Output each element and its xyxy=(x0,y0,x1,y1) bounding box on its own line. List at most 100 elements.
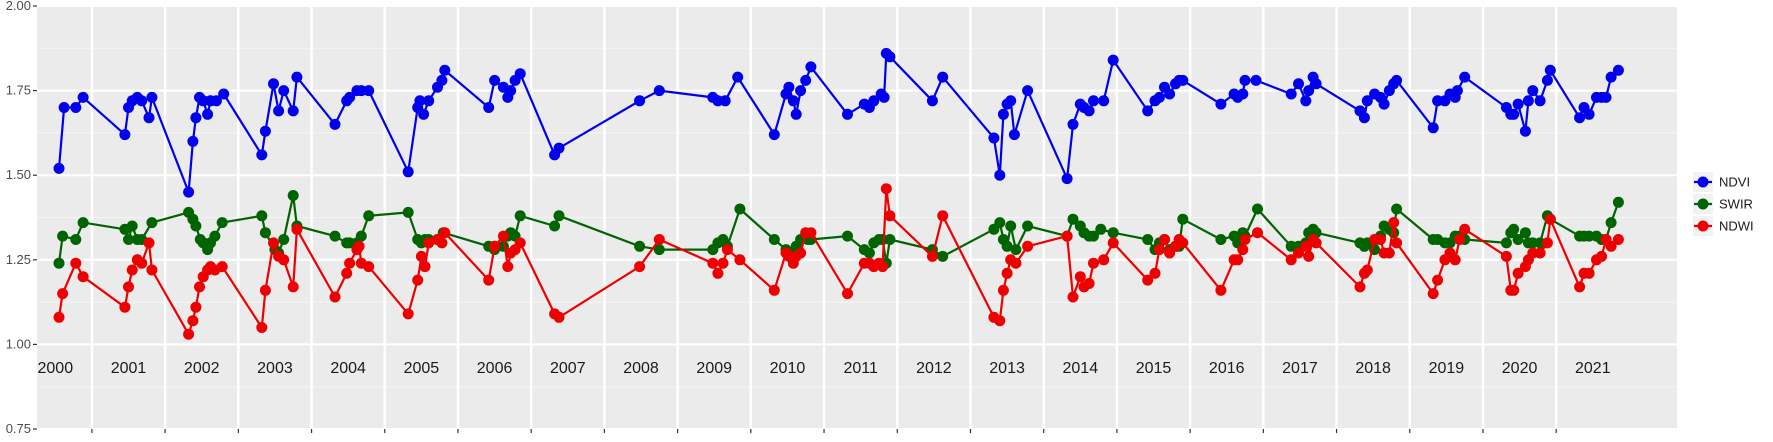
data-point-ndvi xyxy=(143,112,155,124)
data-point-ndwi xyxy=(553,311,565,323)
data-point-ndwi xyxy=(1083,278,1095,289)
data-point-ndvi xyxy=(70,102,82,113)
data-point-ndvi xyxy=(1005,95,1017,107)
data-point-ndvi xyxy=(732,71,744,83)
data-point-ndwi xyxy=(329,291,341,303)
data-point-swir xyxy=(123,234,134,245)
data-point-ndvi xyxy=(805,61,817,73)
data-point-ndvi xyxy=(634,95,646,107)
data-point-ndvi xyxy=(183,186,195,198)
data-point-ndvi xyxy=(1451,85,1463,97)
data-point-ndwi xyxy=(1001,267,1013,279)
data-point-ndwi xyxy=(1232,254,1244,266)
data-point-ndwi xyxy=(937,210,949,222)
data-point-ndwi xyxy=(880,183,892,195)
data-point-ndwi xyxy=(291,223,303,235)
data-point-ndwi xyxy=(412,274,424,286)
data-point-ndvi xyxy=(926,95,938,107)
data-point-swir xyxy=(634,240,646,252)
year-label: 2013 xyxy=(989,360,1025,377)
legend-label: NDVI xyxy=(1719,175,1750,190)
data-point-ndvi xyxy=(218,88,230,100)
data-point-ndvi xyxy=(800,74,812,86)
data-point-ndvi xyxy=(1164,88,1176,100)
data-point-swir xyxy=(1605,217,1617,229)
data-point-ndvi xyxy=(1605,71,1617,83)
data-point-ndwi xyxy=(1239,234,1251,245)
data-point-ndwi xyxy=(268,237,279,249)
data-point-ndwi xyxy=(183,328,195,340)
data-point-swir xyxy=(1177,213,1189,225)
data-point-ndwi xyxy=(1596,250,1608,262)
data-point-ndvi xyxy=(1250,74,1262,86)
legend-marker xyxy=(1697,176,1709,188)
data-point-ndvi xyxy=(937,71,949,83)
data-point-ndwi xyxy=(884,210,896,222)
data-point-ndwi xyxy=(344,257,356,269)
data-point-swir xyxy=(1500,237,1512,249)
data-point-ndvi xyxy=(287,105,299,117)
data-point-ndvi xyxy=(1612,64,1624,76)
data-point-ndvi xyxy=(790,108,802,120)
data-point-ndvi xyxy=(1008,129,1020,141)
data-point-ndwi xyxy=(634,261,646,273)
data-point-ndvi xyxy=(514,68,526,80)
data-point-swir xyxy=(259,227,271,239)
data-point-ndwi xyxy=(1534,247,1546,259)
data-point-ndvi xyxy=(1300,95,1312,107)
data-point-ndwi xyxy=(1022,240,1034,252)
data-point-ndwi xyxy=(278,254,290,266)
data-point-ndvi xyxy=(1519,125,1531,137)
data-point-ndwi xyxy=(402,308,414,320)
year-label: 2021 xyxy=(1575,360,1611,377)
data-point-swir xyxy=(884,234,896,245)
data-point-ndvi xyxy=(994,169,1006,181)
data-point-ndwi xyxy=(136,257,148,269)
data-point-swir xyxy=(57,230,69,242)
data-point-ndvi xyxy=(1541,74,1553,86)
data-point-swir xyxy=(278,234,290,245)
x-axis-ticks xyxy=(91,429,1557,433)
data-point-ndvi xyxy=(1574,112,1586,124)
data-point-ndvi xyxy=(1303,85,1315,97)
data-point-ndvi xyxy=(418,108,430,120)
y-tick-label: 2.00 xyxy=(6,0,31,13)
data-point-ndwi xyxy=(259,284,271,296)
data-point-ndwi xyxy=(363,261,375,273)
data-point-ndvi xyxy=(190,112,202,124)
data-point-ndvi xyxy=(329,118,341,130)
data-point-swir xyxy=(1022,220,1034,232)
data-point-ndwi xyxy=(653,234,665,245)
data-point-ndvi xyxy=(1534,95,1546,107)
data-point-ndvi xyxy=(1310,78,1322,90)
data-point-ndvi xyxy=(787,95,799,107)
legend-label: NDWI xyxy=(1719,219,1754,234)
year-label: 2005 xyxy=(404,360,440,377)
y-tick-label: 1.75 xyxy=(6,83,31,98)
year-label: 2001 xyxy=(111,360,147,377)
data-point-ndwi xyxy=(1088,257,1099,269)
data-point-swir xyxy=(190,220,202,232)
data-point-swir xyxy=(355,230,367,242)
data-point-ndvi xyxy=(1583,108,1595,120)
data-point-ndwi xyxy=(419,261,431,273)
data-point-swir xyxy=(1001,240,1013,252)
data-point-ndvi xyxy=(256,149,268,161)
year-label: 2020 xyxy=(1502,360,1538,377)
data-point-swir xyxy=(1391,203,1403,215)
data-point-ndwi xyxy=(1159,234,1170,245)
data-point-swir xyxy=(1252,203,1263,215)
data-point-ndwi xyxy=(187,315,199,327)
data-point-swir xyxy=(1088,230,1099,242)
data-point-ndwi xyxy=(1544,213,1556,225)
legend-item-ndvi: NDVI xyxy=(1693,172,1750,192)
year-label: 2008 xyxy=(623,360,659,377)
data-point-ndwi xyxy=(1354,281,1366,293)
data-point-ndwi xyxy=(994,315,1006,327)
series-layer xyxy=(53,47,1624,340)
data-point-ndvi xyxy=(1600,91,1612,103)
data-point-swir xyxy=(842,230,853,242)
data-point-ndvi xyxy=(842,108,853,120)
data-point-ndwi xyxy=(1177,237,1189,249)
